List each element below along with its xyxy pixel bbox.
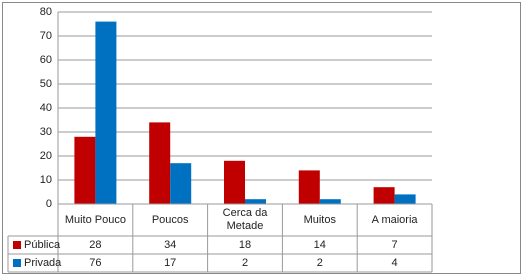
y-tick-label: 70 [40,30,52,42]
table-value: 7 [392,239,398,251]
y-tick-label: 80 [40,6,52,18]
bar [95,21,117,204]
table-value: 4 [392,257,398,269]
bar [224,160,245,204]
category-cell: A maioria [371,213,418,226]
category-cell: Muitos [303,213,336,226]
x-tick-label: Cerca da Metade [222,207,268,232]
bar [245,199,266,204]
x-tick-label: Muitos [303,213,336,226]
legend-key [13,241,21,249]
bar [373,187,395,204]
y-tick-label: 0 [46,198,52,210]
table-value: 2 [242,257,248,269]
table-value: 17 [164,257,176,269]
x-tick-label: Muito Pouco [64,213,126,226]
table-value: 14 [314,239,326,251]
table-value: 18 [239,239,251,251]
table-value: 28 [89,239,101,251]
table-value: 2 [317,257,323,269]
category-cell: Poucos [151,213,189,226]
y-tick-label: 20 [40,150,52,162]
bar [74,136,96,204]
legend-label: Pública [24,239,61,251]
y-tick-label: 60 [40,54,52,66]
table-value: 76 [89,257,101,269]
bar [319,199,341,204]
category-cell: Muito Pouco [64,213,126,226]
bar [170,163,192,204]
y-tick-label: 10 [40,174,52,186]
table-value: 34 [164,239,176,251]
bar [298,170,320,204]
y-tick-label: 30 [40,126,52,138]
y-tick-label: 50 [40,78,52,90]
bar [149,122,171,204]
bar [394,194,416,204]
x-tick-label: Poucos [151,213,189,226]
legend-key [13,259,21,267]
legend-label: Privada [24,257,62,269]
y-tick-label: 40 [40,102,52,114]
x-tick-label: A maioria [371,213,418,226]
category-cell: Cerca da Metade [222,207,268,232]
